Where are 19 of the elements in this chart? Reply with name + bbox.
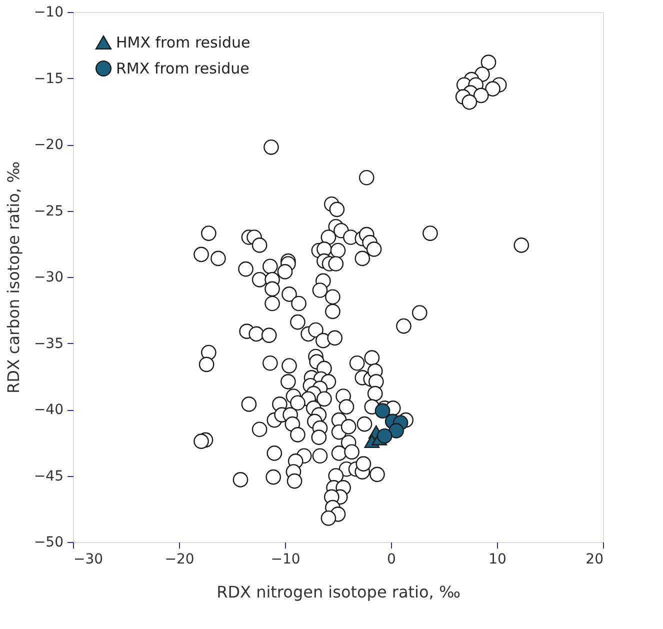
x-tick-label: −30: [74, 552, 104, 568]
y-tick-label: −45: [34, 468, 64, 484]
y-tick-label: −40: [34, 402, 64, 418]
y-tick-label: −25: [34, 203, 64, 220]
legend-label: RMX from residue: [116, 60, 250, 78]
x-tick-label: −20: [164, 552, 194, 568]
x-tick-label: −10: [270, 552, 300, 568]
y-tick-label: −10: [34, 4, 64, 20]
legend-label: HMX from residue: [116, 34, 250, 52]
y-tick-label: −50: [34, 534, 64, 550]
x-tick-label: 20: [586, 552, 604, 568]
x-tick-label: 0: [387, 552, 396, 568]
y-tick-label: −20: [34, 137, 64, 153]
x-axis-title: RDX nitrogen isotope ratio, ‰: [216, 582, 460, 602]
y-tick-label: −15: [34, 70, 64, 87]
y-tick-label: −35: [34, 336, 64, 352]
y-axis-title: RDX carbon isotope ratio, ‰: [4, 161, 23, 394]
x-tick-label: 10: [488, 552, 506, 568]
y-tick-label: −30: [34, 270, 64, 286]
